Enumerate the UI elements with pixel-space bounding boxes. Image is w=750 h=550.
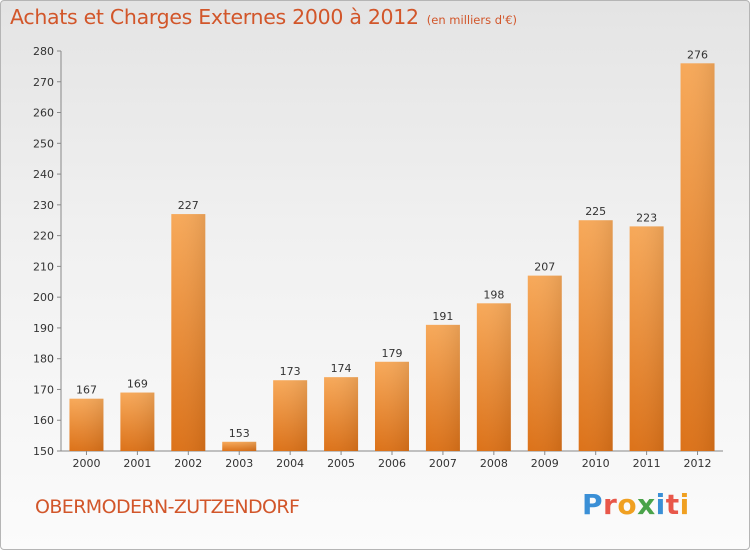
- chart-axes: 150 160 170 180 190 200 210 220 230 240 250 260 270 2…: [33, 45, 723, 470]
- data-label: 227: [178, 199, 199, 212]
- bar-shade: [629, 226, 664, 451]
- x-tick-label: 2006: [378, 457, 406, 470]
- y-tick-label: 260: [33, 107, 54, 120]
- y-tick-label: 230: [33, 199, 54, 212]
- bar-shade: [425, 324, 460, 451]
- y-tick-label: 180: [33, 353, 54, 366]
- proxiti-logo: Proxiti: [582, 488, 690, 521]
- bar-shade: [171, 214, 206, 451]
- x-tick-label: 2003: [225, 457, 253, 470]
- data-label: 153: [229, 427, 250, 440]
- x-tick-label: 2000: [72, 457, 100, 470]
- y-tick-label: 280: [33, 45, 54, 58]
- x-tick-label: 2008: [480, 457, 508, 470]
- y-tick-label: 190: [33, 322, 54, 335]
- bar-shade: [69, 398, 104, 451]
- y-tick-label: 220: [33, 230, 54, 243]
- x-tick-label: 2009: [531, 457, 559, 470]
- value-labels-group: 167 169 227 153 173 174 179 191 198 207 225 223 276: [76, 48, 708, 439]
- bar-shade: [273, 380, 308, 451]
- commune-name: OBERMODERN-ZUTZENDORF: [35, 496, 300, 518]
- x-tick-label: 2004: [276, 457, 304, 470]
- x-tick-label: 2001: [123, 457, 151, 470]
- data-label: 198: [483, 288, 504, 301]
- x-tick-label: 2010: [582, 457, 610, 470]
- bar-shade: [222, 441, 257, 451]
- y-tick-label: 150: [33, 445, 54, 458]
- data-label: 276: [687, 48, 708, 61]
- data-label: 179: [382, 347, 403, 360]
- y-tick-label: 240: [33, 168, 54, 181]
- bar-shade: [324, 377, 359, 451]
- chart-title-text: Achats et Charges Externes 2000 à 2012: [10, 5, 419, 29]
- bar-shade: [680, 63, 715, 452]
- data-label: 223: [636, 211, 657, 224]
- x-tick-label: 2002: [174, 457, 202, 470]
- y-tick-label: 250: [33, 137, 54, 150]
- data-label: 191: [432, 310, 453, 323]
- y-tick-label: 210: [33, 260, 54, 273]
- chart-unit: (en milliers d'€): [426, 13, 517, 27]
- data-label: 167: [76, 384, 97, 397]
- bar-shade: [120, 392, 155, 451]
- bar-shade: [375, 361, 409, 451]
- bar-shade: [476, 303, 511, 451]
- y-tick-label: 170: [33, 383, 54, 396]
- chart-title: Achats et Charges Externes 2000 à 2012 (e…: [10, 5, 517, 29]
- data-label: 207: [534, 261, 555, 274]
- bar-shade: [527, 275, 562, 451]
- y-tick-label: 160: [33, 414, 54, 427]
- data-label: 225: [585, 205, 606, 218]
- data-label: 169: [127, 378, 148, 391]
- y-tick-label: 200: [33, 291, 54, 304]
- data-label: 174: [331, 362, 352, 375]
- bar-shade: [578, 220, 613, 451]
- x-tick-label: 2011: [633, 457, 661, 470]
- x-tick-label: 2005: [327, 457, 355, 470]
- bars-group: [69, 63, 715, 452]
- data-label: 173: [280, 365, 301, 378]
- y-tick-label: 270: [33, 76, 54, 89]
- x-tick-label: 2012: [684, 457, 712, 470]
- x-tick-label: 2007: [429, 457, 457, 470]
